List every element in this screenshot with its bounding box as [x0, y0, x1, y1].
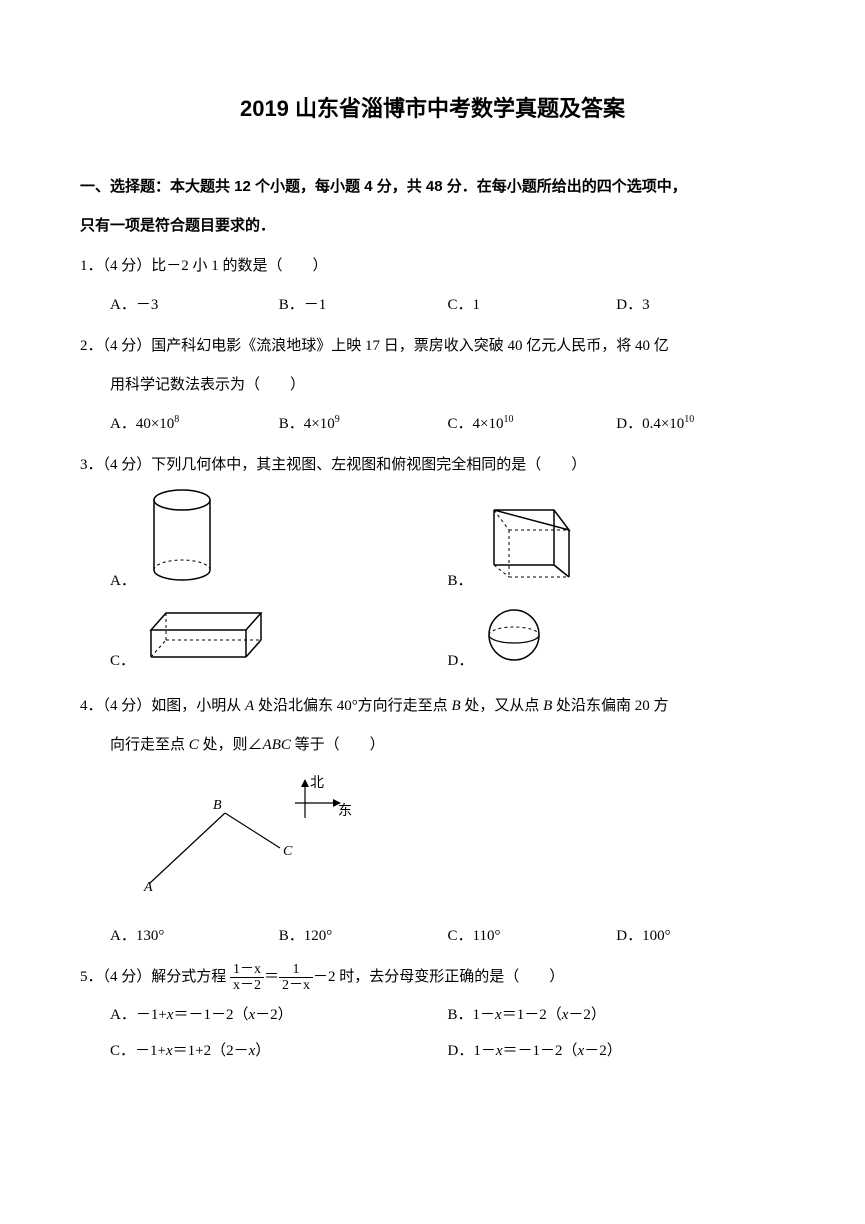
q4-fig-b: B	[213, 798, 222, 813]
q5-b-x: x	[495, 1007, 502, 1023]
q3-figures: A． B．	[80, 485, 785, 685]
q1-text: 1．（4 分）比－2 小 1 的数是（ ）	[80, 247, 785, 286]
q4-option-b: B．120°	[279, 917, 448, 956]
q5-eq: ＝	[264, 969, 279, 985]
q2-option-a: A．40×108	[110, 405, 279, 444]
question-1: 1．（4 分）比－2 小 1 的数是（ ） A．－3 B．－1 C．1 D．3	[80, 247, 785, 325]
q2-c-prefix: C．4×10	[448, 416, 504, 432]
q4-fig-c: C	[283, 844, 293, 859]
cylinder-icon	[142, 485, 222, 601]
q5-f1-den: x－2	[230, 978, 264, 993]
q4-l1-b2: B	[543, 698, 552, 714]
q4-figure: A B C 北 东	[80, 773, 785, 909]
q3-option-b: B．	[448, 485, 786, 601]
prism-icon	[479, 495, 579, 601]
q4-l2-abc: ABC	[263, 737, 291, 753]
q4-fig-a: A	[143, 880, 153, 893]
q2-d-sup: 10	[684, 414, 694, 425]
q5-c-mid: ＝1+2（2－	[173, 1043, 249, 1059]
q5-frac1: 1－xx－2	[230, 962, 264, 994]
q5-d-end: －2）	[584, 1043, 622, 1059]
q3-c-label: C．	[110, 642, 135, 681]
q3-d-label: D．	[448, 642, 474, 681]
q3-option-d: D．	[448, 605, 786, 681]
q5-f2-den: 2－x	[279, 978, 313, 993]
section-1-line1: 一、选择题：本大题共 12 个小题，每小题 4 分，共 48 分．在每小题所给出…	[80, 167, 785, 206]
q2-option-d: D．0.4×1010	[616, 405, 785, 444]
q2-option-c: C．4×1010	[448, 405, 617, 444]
q4-option-a: A．130°	[110, 917, 279, 956]
q5-text: 5．（4 分）解分式方程 1－xx－2＝12－x－2 时，去分母变形正确的是（ …	[80, 958, 785, 997]
q3-a-label: A．	[110, 562, 136, 601]
q5-option-c: C．－1+x＝1+2（2－x）	[110, 1033, 448, 1069]
q5-c-end: ）	[255, 1043, 270, 1059]
compass-east-label: 东	[338, 803, 352, 819]
q2-a-sup: 8	[174, 414, 179, 425]
q5-f2-num: 1	[279, 962, 313, 978]
section-1-header: 一、选择题：本大题共 12 个小题，每小题 4 分，共 48 分．在每小题所给出…	[80, 167, 785, 245]
q4-l1-pre: 4．（4 分）如图，小明从	[80, 698, 245, 714]
q4-l1-a: A	[245, 698, 254, 714]
q2-d-prefix: D．0.4×10	[616, 416, 684, 432]
q5-a-pre: A．－1+	[110, 1007, 167, 1023]
q3-b-label: B．	[448, 562, 473, 601]
q2-b-prefix: B．4×10	[279, 416, 335, 432]
q5-d-pre: D．1－	[448, 1043, 496, 1059]
q4-l2-c: C	[189, 737, 199, 753]
q4-option-d: D．100°	[616, 917, 785, 956]
page-title: 2019 山东省淄博市中考数学真题及答案	[80, 80, 785, 137]
q5-d-mid: ＝－1－2（	[503, 1043, 578, 1059]
q5-option-a: A．－1+x＝－1－2（x－2）	[110, 997, 448, 1033]
q4-l2-mid: 处，则∠	[199, 737, 263, 753]
q5-options: A．－1+x＝－1－2（x－2） B．1－x＝1－2（x－2） C．－1+x＝1…	[80, 997, 785, 1069]
q5-b-mid: ＝1－2（	[502, 1007, 562, 1023]
section-1-line2: 只有一项是符合题目要求的．	[80, 206, 785, 245]
q5-pre: 5．（4 分）解分式方程	[80, 969, 230, 985]
q1-option-b: B．－1	[279, 286, 448, 325]
compass-north-label: 北	[310, 775, 324, 791]
q5-option-d: D．1－x＝－1－2（x－2）	[448, 1033, 786, 1069]
q2-line2: 用科学记数法表示为（ ）	[80, 366, 785, 405]
q2-line1: 2．（4 分）国产科幻电影《流浪地球》上映 17 日，票房收入突破 40 亿元人…	[80, 327, 785, 366]
q5-d-x: x	[496, 1043, 503, 1059]
q4-l1-m2: 处，又从点	[461, 698, 544, 714]
q5-c-x: x	[166, 1043, 173, 1059]
q3-option-c: C．	[110, 605, 448, 681]
q1-options: A．－3 B．－1 C．1 D．3	[80, 286, 785, 325]
q4-option-c: C．110°	[448, 917, 617, 956]
q4-l2-end: 等于（ ）	[291, 737, 385, 753]
question-5: 5．（4 分）解分式方程 1－xx－2＝12－x－2 时，去分母变形正确的是（ …	[80, 958, 785, 1069]
cuboid-icon	[141, 605, 271, 681]
q5-f1-num: 1－x	[230, 962, 264, 978]
q2-b-sup: 9	[335, 414, 340, 425]
q4-l1-m1: 处沿北偏东 40°方向行走至点	[254, 698, 451, 714]
q4-options: A．130° B．120° C．110° D．100°	[80, 917, 785, 956]
q1-option-a: A．－3	[110, 286, 279, 325]
q3-option-a: A．	[110, 485, 448, 601]
q1-option-c: C．1	[448, 286, 617, 325]
q5-b-end: －2）	[568, 1007, 606, 1023]
question-4: 4．（4 分）如图，小明从 A 处沿北偏东 40°方向行走至点 B 处，又从点 …	[80, 687, 785, 956]
q5-frac2: 12－x	[279, 962, 313, 994]
q4-l1-b: B	[451, 698, 460, 714]
q4-line2: 向行走至点 C 处，则∠ABC 等于（ ）	[80, 726, 785, 765]
question-2: 2．（4 分）国产科幻电影《流浪地球》上映 17 日，票房收入突破 40 亿元人…	[80, 327, 785, 444]
q4-line1: 4．（4 分）如图，小明从 A 处沿北偏东 40°方向行走至点 B 处，又从点 …	[80, 687, 785, 726]
q2-options: A．40×108 B．4×109 C．4×1010 D．0.4×1010	[80, 405, 785, 444]
q5-post: －2 时，去分母变形正确的是（ ）	[313, 969, 564, 985]
q4-l2-pre: 向行走至点	[110, 737, 189, 753]
q5-a-end: －2）	[255, 1007, 293, 1023]
q4-l1-end: 处沿东偏南 20 方	[552, 698, 668, 714]
sphere-icon	[479, 605, 549, 681]
q5-b-pre: B．1－	[448, 1007, 496, 1023]
q1-option-d: D．3	[616, 286, 785, 325]
q5-option-b: B．1－x＝1－2（x－2）	[448, 997, 786, 1033]
q2-c-sup: 10	[503, 414, 513, 425]
q3-text: 3．（4 分）下列几何体中，其主视图、左视图和俯视图完全相同的是（ ）	[80, 446, 785, 485]
q2-option-b: B．4×109	[279, 405, 448, 444]
q2-a-prefix: A．40×10	[110, 416, 174, 432]
q5-a-mid: ＝－1－2（	[173, 1007, 248, 1023]
question-3: 3．（4 分）下列几何体中，其主视图、左视图和俯视图完全相同的是（ ） A． B…	[80, 446, 785, 685]
q5-c-pre: C．－1+	[110, 1043, 166, 1059]
